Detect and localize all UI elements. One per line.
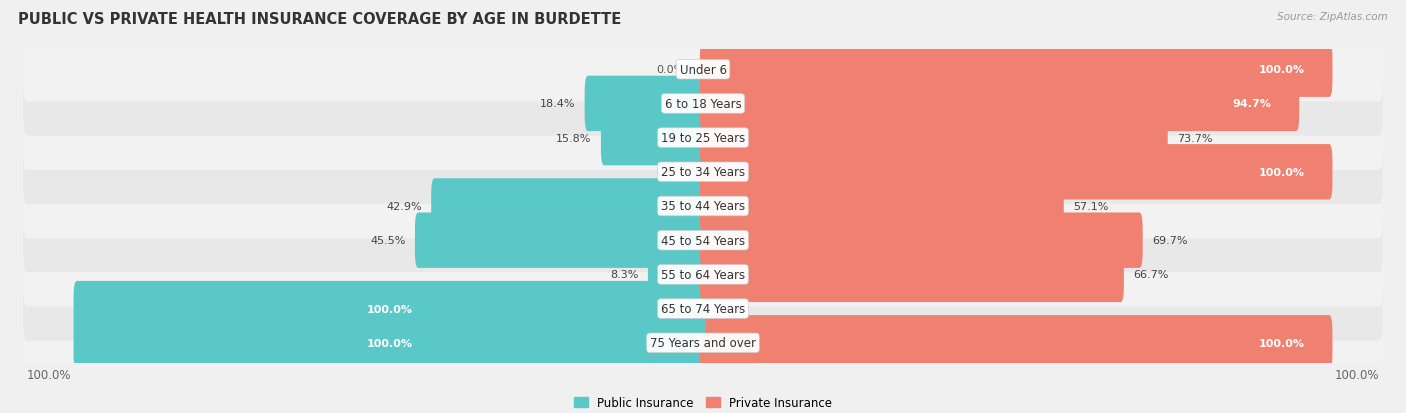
Text: 100.0%: 100.0%: [367, 304, 413, 314]
FancyBboxPatch shape: [648, 247, 706, 302]
FancyBboxPatch shape: [600, 111, 706, 166]
Text: 19 to 25 Years: 19 to 25 Years: [661, 132, 745, 145]
FancyBboxPatch shape: [24, 106, 1382, 170]
Text: 94.7%: 94.7%: [1232, 99, 1271, 109]
FancyBboxPatch shape: [24, 174, 1382, 239]
FancyBboxPatch shape: [700, 213, 1143, 268]
FancyBboxPatch shape: [700, 179, 1064, 234]
FancyBboxPatch shape: [700, 76, 1299, 132]
FancyBboxPatch shape: [24, 311, 1382, 375]
FancyBboxPatch shape: [700, 247, 1123, 302]
FancyBboxPatch shape: [24, 209, 1382, 273]
Text: 65 to 74 Years: 65 to 74 Years: [661, 302, 745, 316]
Text: 0.0%: 0.0%: [657, 167, 685, 177]
Text: 8.3%: 8.3%: [610, 270, 638, 280]
FancyBboxPatch shape: [24, 243, 1382, 307]
Text: 42.9%: 42.9%: [387, 202, 422, 211]
Text: 0.0%: 0.0%: [657, 65, 685, 75]
FancyBboxPatch shape: [415, 213, 706, 268]
Legend: Public Insurance, Private Insurance: Public Insurance, Private Insurance: [569, 392, 837, 413]
Text: 100.0%: 100.0%: [27, 368, 72, 382]
FancyBboxPatch shape: [700, 43, 1333, 97]
FancyBboxPatch shape: [700, 111, 1168, 166]
FancyBboxPatch shape: [24, 277, 1382, 341]
Text: 6 to 18 Years: 6 to 18 Years: [665, 97, 741, 111]
Text: Under 6: Under 6: [679, 64, 727, 76]
Text: 45.5%: 45.5%: [370, 236, 405, 246]
FancyBboxPatch shape: [73, 316, 706, 370]
Text: 57.1%: 57.1%: [1073, 202, 1108, 211]
Text: 25 to 34 Years: 25 to 34 Years: [661, 166, 745, 179]
Text: 100.0%: 100.0%: [1258, 65, 1305, 75]
FancyBboxPatch shape: [432, 179, 706, 234]
Text: 18.4%: 18.4%: [540, 99, 575, 109]
Text: 15.8%: 15.8%: [557, 133, 592, 143]
FancyBboxPatch shape: [24, 72, 1382, 136]
Text: 73.7%: 73.7%: [1177, 133, 1212, 143]
Text: 100.0%: 100.0%: [1334, 368, 1379, 382]
Text: PUBLIC VS PRIVATE HEALTH INSURANCE COVERAGE BY AGE IN BURDETTE: PUBLIC VS PRIVATE HEALTH INSURANCE COVER…: [18, 12, 621, 27]
Text: 100.0%: 100.0%: [1258, 338, 1305, 348]
FancyBboxPatch shape: [24, 38, 1382, 102]
FancyBboxPatch shape: [700, 316, 1333, 370]
Text: 35 to 44 Years: 35 to 44 Years: [661, 200, 745, 213]
FancyBboxPatch shape: [700, 145, 1333, 200]
Text: 0.0%: 0.0%: [716, 304, 744, 314]
Text: Source: ZipAtlas.com: Source: ZipAtlas.com: [1277, 12, 1388, 22]
Text: 66.7%: 66.7%: [1133, 270, 1168, 280]
FancyBboxPatch shape: [24, 140, 1382, 204]
FancyBboxPatch shape: [585, 76, 706, 132]
FancyBboxPatch shape: [73, 281, 706, 337]
Text: 45 to 54 Years: 45 to 54 Years: [661, 234, 745, 247]
Text: 100.0%: 100.0%: [367, 338, 413, 348]
Text: 75 Years and over: 75 Years and over: [650, 337, 756, 349]
Text: 100.0%: 100.0%: [1258, 167, 1305, 177]
Text: 69.7%: 69.7%: [1152, 236, 1188, 246]
Text: 55 to 64 Years: 55 to 64 Years: [661, 268, 745, 281]
